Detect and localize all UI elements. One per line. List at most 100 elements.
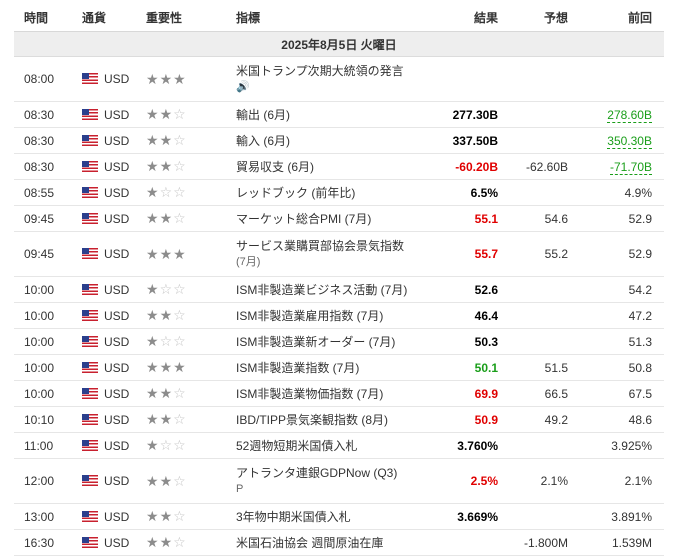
table-row[interactable]: 12:00 USD ★★☆ アトランタ連銀GDPNow (Q3) P 2.5% 2.1% 2.…	[14, 458, 664, 504]
table-row[interactable]: 11:00 USD ★☆☆ 52週物短期米国債入札 3.760% 3.925%	[14, 432, 664, 459]
indicator-name[interactable]: ISM非製造業物価指数 (7月)	[236, 386, 384, 401]
event-actual: 337.50B	[418, 127, 498, 154]
previous-value: 2.1%	[624, 474, 652, 488]
event-actual: 3.669%	[418, 503, 498, 530]
table-row[interactable]: 10:00 USD ★★☆ ISM非製造業雇用指数 (7月) 46.4 47.2	[14, 302, 664, 329]
table-row[interactable]: 10:10 USD ★★☆ IBD/TIPP景気楽観指数 (8月) 50.9 49.2 48…	[14, 406, 664, 433]
event-currency: USD	[82, 101, 146, 128]
currency-code: USD	[104, 72, 130, 86]
event-actual: 2.5%	[418, 458, 498, 504]
event-forecast	[498, 432, 568, 459]
event-time: 16:30	[14, 529, 82, 556]
star-filled-icon: ★	[146, 158, 160, 174]
event-previous: 4.9%	[568, 179, 664, 206]
event-importance: ★☆☆	[146, 432, 236, 459]
event-indicator[interactable]: 米国トランプ次期大統領の発言 🔊	[236, 56, 418, 102]
event-indicator[interactable]: IBD/TIPP景気楽観指数 (8月)	[236, 406, 418, 433]
event-forecast: 2.1%	[498, 458, 568, 504]
table-row[interactable]: 10:00 USD ★★☆ ISM非製造業物価指数 (7月) 69.9 66.5 67.5	[14, 380, 664, 407]
event-time: 13:00	[14, 503, 82, 530]
previous-value[interactable]: 278.60B	[607, 107, 652, 123]
previous-value: 67.5	[628, 386, 652, 401]
indicator-name[interactable]: 貿易収支 (6月)	[236, 159, 315, 174]
date-label: 2025年8月5日 火曜日	[14, 31, 664, 57]
indicator-name[interactable]: アトランタ連銀GDPNow (Q3)	[236, 466, 398, 480]
event-actual: 55.7	[418, 231, 498, 277]
table-row[interactable]: 09:45 USD ★★★ サービス業購買部協会景気指数 (7月) 55.7 55.2 52.…	[14, 231, 664, 277]
star-filled-icon: ★	[159, 70, 174, 87]
header-indicator: 指標	[236, 3, 418, 32]
star-filled-icon: ★	[159, 411, 174, 427]
event-indicator[interactable]: ISM非製造業物価指数 (7月)	[236, 380, 418, 407]
event-actual: 50.3	[418, 328, 498, 355]
star-filled-icon: ★	[159, 132, 174, 148]
event-indicator[interactable]: ISM非製造業新オーダー (7月)	[236, 328, 418, 355]
us-flag-icon	[82, 413, 98, 425]
indicator-name[interactable]: 52週物短期米国債入札	[236, 438, 358, 453]
event-time: 10:00	[14, 302, 82, 329]
star-filled-icon: ★	[146, 534, 160, 550]
table-row[interactable]: 08:00 USD ★★★ 米国トランプ次期大統領の発言 🔊	[14, 56, 664, 102]
indicator-name[interactable]: 米国石油協会 週間原油在庫	[236, 535, 384, 550]
table-row[interactable]: 08:30 USD ★★☆ 輸入 (6月) 337.50B 350.30B	[14, 127, 664, 154]
indicator-name[interactable]: ISM非製造業ビジネス活動 (7月)	[236, 282, 408, 297]
indicator-name[interactable]: ISM非製造業新オーダー (7月)	[236, 334, 396, 349]
event-indicator[interactable]: レッドブック (前年比)	[236, 179, 418, 206]
event-indicator[interactable]: 52週物短期米国債入札	[236, 432, 418, 459]
header-importance: 重要性	[146, 3, 236, 32]
us-flag-icon	[82, 212, 98, 224]
star-filled-icon: ★	[146, 385, 160, 401]
event-previous: 48.6	[568, 406, 664, 433]
indicator-name[interactable]: 3年物中期米国債入札	[236, 509, 351, 524]
event-indicator[interactable]: サービス業購買部協会景気指数 (7月)	[236, 231, 418, 277]
table-row[interactable]: 08:55 USD ★☆☆ レッドブック (前年比) 6.5% 4.9%	[14, 179, 664, 206]
previous-value[interactable]: 350.30B	[607, 133, 652, 149]
previous-value: 50.8	[628, 360, 652, 375]
table-row[interactable]: 10:00 USD ★★★ ISM非製造業指数 (7月) 50.1 51.5 50.8	[14, 354, 664, 381]
indicator-name[interactable]: IBD/TIPP景気楽観指数 (8月)	[236, 412, 389, 427]
table-row[interactable]: 10:00 USD ★☆☆ ISM非製造業新オーダー (7月) 50.3 51.3	[14, 328, 664, 355]
event-indicator[interactable]: 輸出 (6月)	[236, 101, 418, 128]
star-filled-icon: ★	[146, 70, 160, 87]
event-indicator[interactable]: アトランタ連銀GDPNow (Q3) P	[236, 458, 418, 504]
indicator-name[interactable]: マーケット総合PMI (7月)	[236, 211, 372, 226]
indicator-name[interactable]: 輸入 (6月)	[236, 133, 291, 148]
previous-value[interactable]: -71.70B	[609, 159, 652, 175]
us-flag-icon	[82, 108, 98, 120]
indicator-name[interactable]: ISM非製造業指数 (7月)	[236, 360, 360, 375]
indicator-name[interactable]: レッドブック (前年比)	[236, 185, 356, 200]
table-row[interactable]: 10:00 USD ★☆☆ ISM非製造業ビジネス活動 (7月) 52.6 54.2	[14, 276, 664, 303]
event-importance: ★★★	[146, 354, 236, 381]
indicator-name[interactable]: 輸出 (6月)	[236, 107, 291, 122]
table-row[interactable]: 13:00 USD ★★☆ 3年物中期米国債入札 3.669% 3.891%	[14, 503, 664, 530]
event-indicator[interactable]: マーケット総合PMI (7月)	[236, 205, 418, 232]
table-row[interactable]: 09:45 USD ★★☆ マーケット総合PMI (7月) 55.1 54.6 52.9	[14, 205, 664, 232]
event-indicator[interactable]: ISM非製造業ビジネス活動 (7月)	[236, 276, 418, 303]
event-time: 09:45	[14, 205, 82, 232]
table-row[interactable]: 16:30 USD ★★☆ 米国石油協会 週間原油在庫 -1.800M 1.539M	[14, 529, 664, 556]
event-indicator[interactable]: ISM非製造業指数 (7月)	[236, 354, 418, 381]
event-forecast: -62.60B	[498, 153, 568, 180]
event-indicator[interactable]: 米国石油協会 週間原油在庫	[236, 529, 418, 556]
star-filled-icon: ★	[146, 411, 160, 427]
event-forecast: 49.2	[498, 406, 568, 433]
us-flag-icon	[82, 186, 98, 198]
event-indicator[interactable]: 3年物中期米国債入札	[236, 503, 418, 530]
currency-code: USD	[104, 282, 130, 297]
star-filled-icon: ★	[159, 359, 174, 375]
indicator-name[interactable]: サービス業購買部協会景気指数	[236, 239, 405, 253]
table-row[interactable]: 08:30 USD ★★☆ 輸出 (6月) 277.30B 278.60B	[14, 101, 664, 128]
event-time: 10:10	[14, 406, 82, 433]
event-currency: USD	[82, 529, 146, 556]
star-filled-icon: ★	[159, 210, 174, 226]
table-row[interactable]: 08:30 USD ★★☆ 貿易収支 (6月) -60.20B -62.60B -71.70…	[14, 153, 664, 180]
event-currency: USD	[82, 231, 146, 277]
event-currency: USD	[82, 179, 146, 206]
indicator-name[interactable]: ISM非製造業雇用指数 (7月)	[236, 308, 384, 323]
event-indicator[interactable]: 輸入 (6月)	[236, 127, 418, 154]
indicator-name[interactable]: 米国トランプ次期大統領の発言	[236, 64, 404, 78]
star-empty-icon: ☆	[173, 106, 187, 122]
event-previous: 278.60B	[568, 101, 664, 128]
event-indicator[interactable]: ISM非製造業雇用指数 (7月)	[236, 302, 418, 329]
event-indicator[interactable]: 貿易収支 (6月)	[236, 153, 418, 180]
